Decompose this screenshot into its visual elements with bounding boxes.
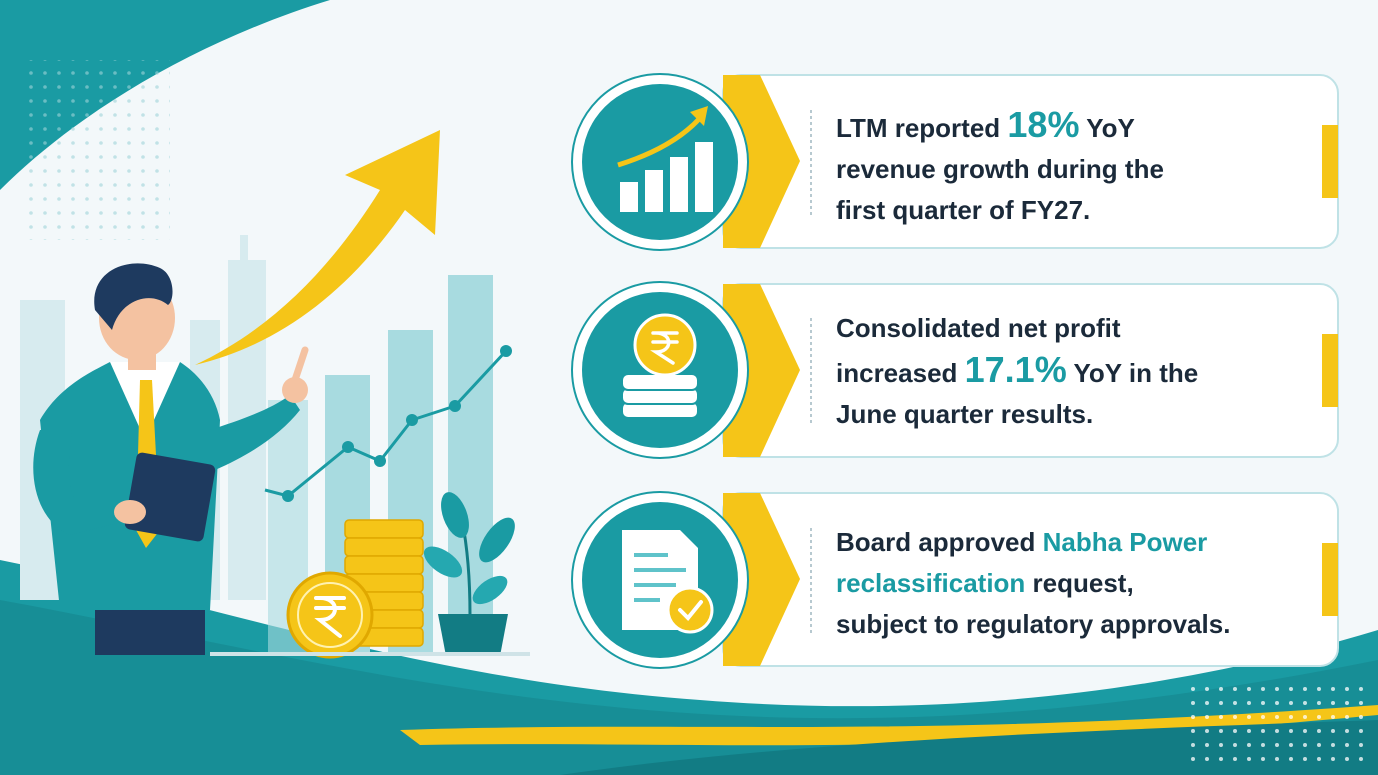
body-text: June quarter results. — [836, 399, 1094, 429]
card-1-frame-shape — [723, 75, 800, 248]
card-3-frame-shape — [634, 553, 686, 602]
highlight-text: Nabha Power — [1042, 527, 1208, 557]
decor-line-shape-shape — [500, 345, 512, 357]
text-line: first quarter of FY27. — [836, 190, 1164, 231]
body-text: first quarter of FY27. — [836, 195, 1091, 225]
body-text: request, — [1025, 568, 1134, 598]
decor-line — [264, 345, 512, 502]
decor-line-shape-shape — [342, 441, 354, 453]
background-shape — [20, 60, 170, 240]
plant-shape — [423, 546, 463, 578]
card-2-frame-shape-shape — [621, 373, 699, 391]
highlight-text: 17.1% — [964, 349, 1067, 390]
card-1-frame-shape-shape — [670, 157, 688, 212]
text-line: Consolidated net profit — [836, 308, 1198, 349]
card-2-frame — [571, 281, 1339, 459]
coins-shape-shape — [344, 555, 424, 575]
card-2-frame-shape — [650, 331, 679, 365]
person-shape — [94, 263, 173, 330]
cards — [571, 73, 1339, 669]
card-3-frame-shape — [1322, 543, 1338, 616]
body-text: subject to regulatory approvals. — [836, 609, 1231, 639]
highlight-text: 18% — [1007, 104, 1080, 145]
person-shape — [40, 362, 220, 610]
coins-shape — [286, 571, 374, 659]
body-text: YoY in the — [1066, 358, 1199, 388]
plant-shape — [479, 517, 515, 563]
text-line: subject to regulatory approvals. — [836, 604, 1230, 645]
person-shape — [291, 346, 309, 384]
body-text: increased — [836, 358, 965, 388]
card-2-frame-shape — [723, 284, 800, 457]
person-shape — [114, 500, 146, 524]
ground — [210, 652, 530, 656]
body-text: revenue growth during the — [836, 154, 1164, 184]
card-1-frame-shape-shape — [620, 182, 638, 212]
card-3-frame-shape — [666, 586, 714, 634]
decor-line-shape-shape — [449, 400, 461, 412]
plant-shape — [438, 614, 508, 656]
card-2-frame-shape — [633, 313, 697, 377]
decor-line-shape-shape — [282, 490, 294, 502]
text-line: June quarter results. — [836, 394, 1198, 435]
body-text: YoY — [1079, 113, 1135, 143]
card-1-text: LTM reported 18% YoY revenue growth durin… — [836, 104, 1164, 231]
card-1-frame-shape — [690, 106, 708, 126]
card-3-frame — [571, 491, 1339, 669]
card-3-frame-shape — [678, 600, 703, 621]
text-line: LTM reported 18% YoY — [836, 104, 1164, 149]
card-2-frame-shape — [621, 373, 699, 419]
card-1-frame-shape-shape — [645, 170, 663, 212]
background-shape — [560, 720, 1378, 775]
person-shape — [33, 430, 130, 535]
card-2-text: Consolidated net profit increased 17.1% Y… — [836, 308, 1198, 435]
background-shape — [0, 0, 330, 190]
coins-shape-shape — [344, 537, 424, 557]
card-3-text: Board approved Nabha Power reclassificati… — [836, 522, 1230, 645]
highlight-text: reclassification — [836, 568, 1026, 598]
coins — [286, 519, 424, 659]
growth-arrow — [195, 130, 440, 365]
decor-line-shape-shape — [406, 414, 418, 426]
text-line: Board approved Nabha Power — [836, 522, 1230, 563]
city-shape — [240, 235, 248, 265]
person — [33, 263, 309, 655]
text-line: revenue growth during the — [836, 149, 1164, 190]
decor-line-shape-shape — [374, 455, 386, 467]
plant-shape — [441, 492, 469, 538]
person-shape — [210, 395, 300, 470]
card-1-frame-shape — [617, 116, 702, 168]
body-text: LTM reported — [836, 113, 1008, 143]
plant — [423, 492, 515, 656]
text-line: increased 17.1% YoY in the — [836, 349, 1198, 394]
card-1-frame-shape — [582, 84, 738, 240]
card-1-frame-shape — [1322, 125, 1338, 198]
card-3-frame-shape — [723, 493, 800, 666]
background-shape — [400, 705, 1378, 746]
decor-line-shape — [282, 345, 512, 502]
person-shape — [282, 377, 308, 403]
body-text: Consolidated net profit — [836, 313, 1121, 343]
text-line: reclassification request, — [836, 563, 1230, 604]
card-1-frame-shape — [620, 142, 713, 212]
card-1-frame-shape-shape — [695, 142, 713, 212]
plant-shape — [472, 575, 508, 605]
coins-shape-shape — [344, 519, 424, 539]
coins-shape — [297, 582, 363, 648]
card-2-frame-shape — [1322, 334, 1338, 407]
card-1-frame — [571, 73, 1339, 251]
background-shape — [1190, 680, 1370, 770]
person-shape — [124, 452, 216, 542]
body-text: Board approved — [836, 527, 1043, 557]
coins-shape — [314, 596, 346, 638]
